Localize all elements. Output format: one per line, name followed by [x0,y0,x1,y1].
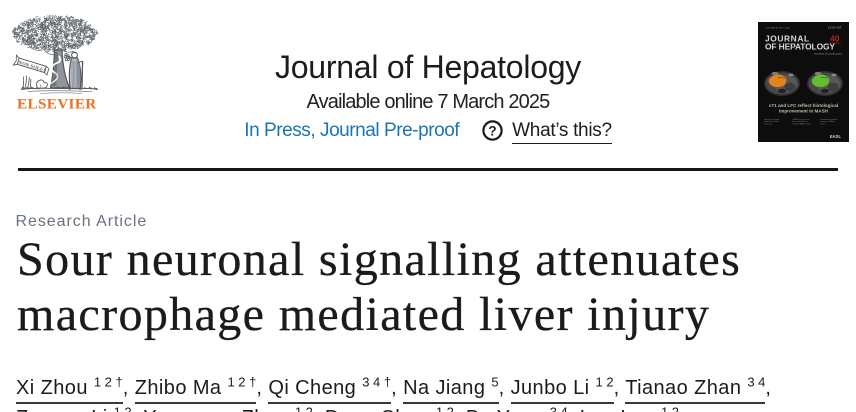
svg-text:Hepatocyte to ductal: Hepatocyte to ductal [764,118,780,121]
svg-text:ELSEVIER: ELSEVIER [828,28,842,30]
svg-text:?: ? [489,123,497,138]
svg-text:The Home of Liver Research: The Home of Liver Research [814,53,843,56]
svg-text:cT1 and LFC reflect histologic: cT1 and LFC reflect histological [769,103,838,108]
svg-text:EASL: EASL [830,134,842,139]
svg-text:anti-tumour efficacy: anti-tumour efficacy [820,120,835,123]
svg-text:in HCC: in HCC [820,123,826,125]
svg-text:metaplasia in biliary: metaplasia in biliary [764,120,779,123]
svg-text:obstruction: obstruction [764,122,772,125]
svg-text:OF HEPATOLOGY: OF HEPATOLOGY [765,42,835,52]
svg-text:improvement in MASH: improvement in MASH [779,109,829,114]
svg-text:worse with defects in: worse with defects in [792,120,808,123]
svg-text:VOLUME 82 NO.3 2025: VOLUME 82 NO.3 2025 [766,28,791,30]
svg-text:ELSEVIER: ELSEVIER [17,96,97,113]
svg-text:expanded MASH network: expanded MASH network [792,122,811,125]
svg-text:In MASH outcomes are: In MASH outcomes are [792,118,810,121]
svg-text:Immunotherapy boosts: Immunotherapy boosts [820,118,837,121]
svg-text:40: 40 [830,34,840,44]
svg-text:JOURNAL: JOURNAL [765,34,810,44]
